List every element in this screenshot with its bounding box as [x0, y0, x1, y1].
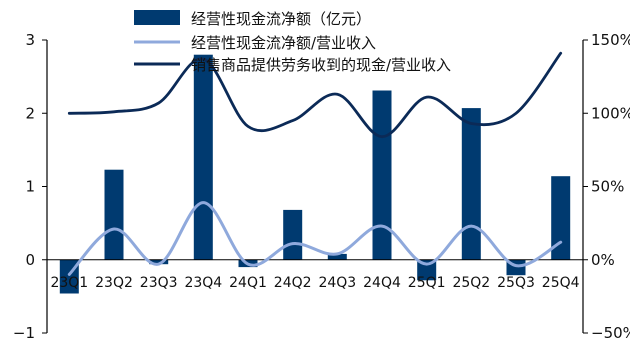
category-label: 23Q1 [50, 275, 88, 291]
left-tick-label: 1 [25, 178, 35, 196]
right-tick-label: 100% [591, 104, 630, 122]
left-tick-label: −1 [13, 324, 35, 342]
axes: −1 0 1 2 3 −50% 0% 50% 100% 150% [13, 31, 630, 342]
bar-24Q3 [327, 253, 347, 260]
right-tick-label: 0% [591, 251, 615, 269]
category-label: 24Q3 [318, 275, 356, 291]
line-series-1 [67, 201, 563, 276]
line-series-2 [67, 51, 563, 139]
category-label: 24Q4 [363, 275, 401, 291]
bar-series [59, 54, 571, 294]
left-tick-label: 3 [25, 31, 35, 49]
category-label: 24Q1 [229, 275, 267, 291]
category-label: 23Q3 [140, 275, 178, 291]
legend-swatch-bar [134, 10, 180, 25]
right-tick-label: −50% [591, 324, 630, 342]
left-tick-label: 0 [25, 251, 35, 269]
bar-24Q2 [283, 209, 303, 260]
right-tick-label: 150% [591, 31, 630, 49]
bar-25Q2 [461, 108, 481, 260]
legend-label: 销售商品提供劳务收到的现金/营业收入 [191, 56, 451, 74]
category-label: 25Q4 [542, 275, 580, 291]
right-tick-label: 50% [591, 178, 624, 196]
bar-25Q4 [551, 176, 571, 260]
bar-23Q3 [149, 259, 169, 265]
bar-23Q4 [193, 54, 213, 260]
category-label: 23Q2 [95, 275, 133, 291]
category-label: 24Q2 [274, 275, 312, 291]
bar-23Q2 [104, 169, 124, 260]
legend-label: 经营性现金流净额/营业收入 [191, 34, 376, 52]
bar-24Q4 [372, 90, 392, 260]
category-label: 25Q3 [497, 275, 535, 291]
left-tick-label: 2 [25, 104, 35, 122]
category-label: 23Q4 [184, 275, 222, 291]
category-label: 25Q1 [408, 275, 446, 291]
legend: 经营性现金流净额（亿元） 经营性现金流净额/营业收入销售商品提供劳务收到的现金/营… [134, 10, 451, 74]
legend-label: 经营性现金流净额（亿元） [191, 10, 371, 28]
line-series [67, 51, 563, 276]
category-labels: 23Q1 23Q2 23Q3 23Q4 24Q1 24Q2 24Q3 24Q4 25Q1 25Q2… [50, 275, 579, 291]
bar-25Q1 [417, 259, 437, 281]
category-label: 25Q2 [452, 275, 490, 291]
